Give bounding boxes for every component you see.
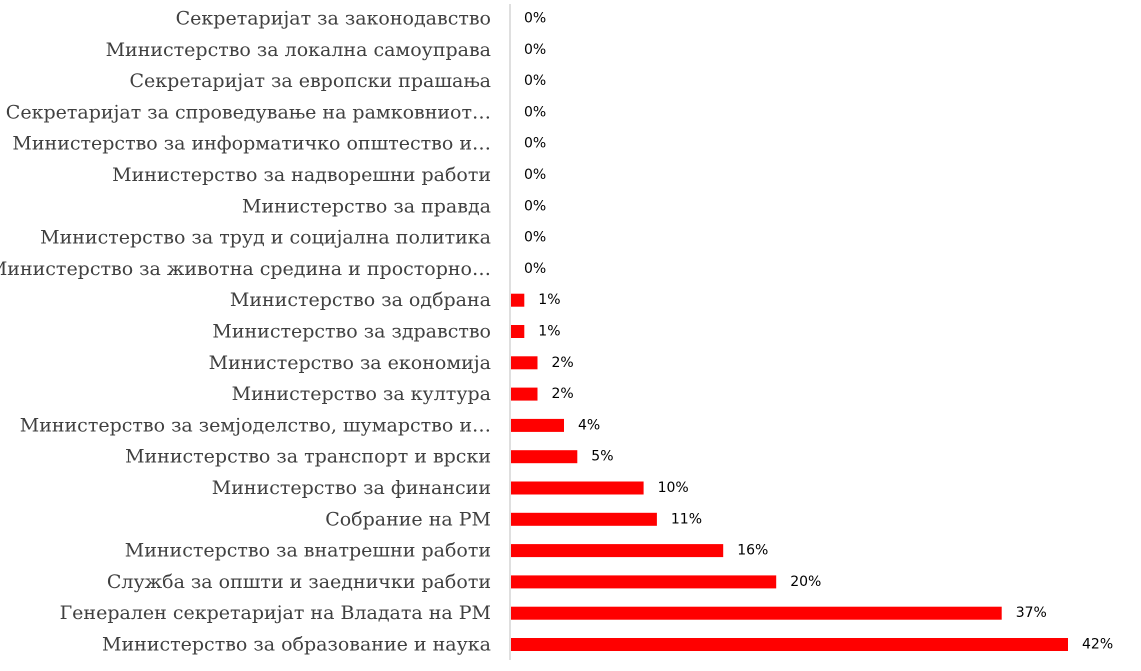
bar [511,638,1068,651]
value-label: 0% [524,42,546,58]
category-label: Министерство за труд и социјална политик… [40,227,491,249]
category-label: Секретаријат за спроведување на рамковни… [6,101,491,123]
value-label: 0% [524,104,546,120]
category-label: Министерство за информатичко општество и… [12,133,491,155]
category-label: Министерство за правда [242,195,491,217]
category-label: Министерство за култура [232,383,491,405]
category-label: Министерство за одбрана [230,289,491,311]
value-label: 2% [552,355,574,371]
bar [511,356,538,370]
category-label: Министерство за земјоделство, шумарство … [20,414,491,436]
value-label: 10% [658,480,689,496]
bar [511,575,777,589]
value-label: 0% [524,167,546,183]
bar [511,606,1002,620]
category-label: Министерство за надворешни работи [112,164,491,186]
value-label: 0% [524,230,546,246]
category-labels-group: Секретаријат за законодавство Министерств… [0,8,491,656]
bar [511,418,564,432]
category-label: Секретаријат за европски прашања [130,70,491,92]
value-labels-group: 0%0%0%0%0%0%0%0%0%1%1%2%2%4%5%10%11%16%2… [524,11,1113,653]
value-label: 42% [1082,637,1113,653]
category-label: Министерство за транспорт и врски [125,446,491,468]
value-label: 0% [524,261,546,277]
value-label: 5% [591,449,613,465]
category-label: Министерство за финансии [212,477,491,499]
bar [511,481,644,495]
value-label: 0% [524,11,546,27]
value-label: 1% [538,292,560,308]
bar [511,293,525,307]
value-label: 1% [538,324,560,340]
category-label: Служба за општи и заеднички работи [107,571,491,593]
category-label: Министерство за локална самоуправа [106,39,491,61]
value-label: 11% [671,511,702,527]
category-label: Министерство за внатрешни работи [125,540,491,562]
value-label: 37% [1016,605,1047,621]
category-label: Министерство за здравство [212,321,491,343]
value-label: 0% [524,198,546,214]
value-label: 0% [524,73,546,89]
value-label: 4% [578,417,600,433]
category-label: Секретаријат за законодавство [176,8,491,30]
category-label: Собрание на РМ [325,508,491,530]
category-label: Министерство за економија [209,352,491,374]
bar [511,387,538,401]
bar [511,450,578,464]
bar [511,544,724,558]
value-label: 16% [737,543,768,559]
category-label: Министерство за образование и наука [102,634,491,656]
value-label: 20% [790,574,821,590]
value-label: 0% [524,136,546,152]
bar [511,325,525,338]
bars-group [511,293,1068,651]
category-label: Генерален секретаријат на Владата на РМ [60,602,491,624]
value-label: 2% [552,386,574,402]
bar [511,512,657,526]
category-label: Министерство за животна средина и просто… [0,258,491,280]
